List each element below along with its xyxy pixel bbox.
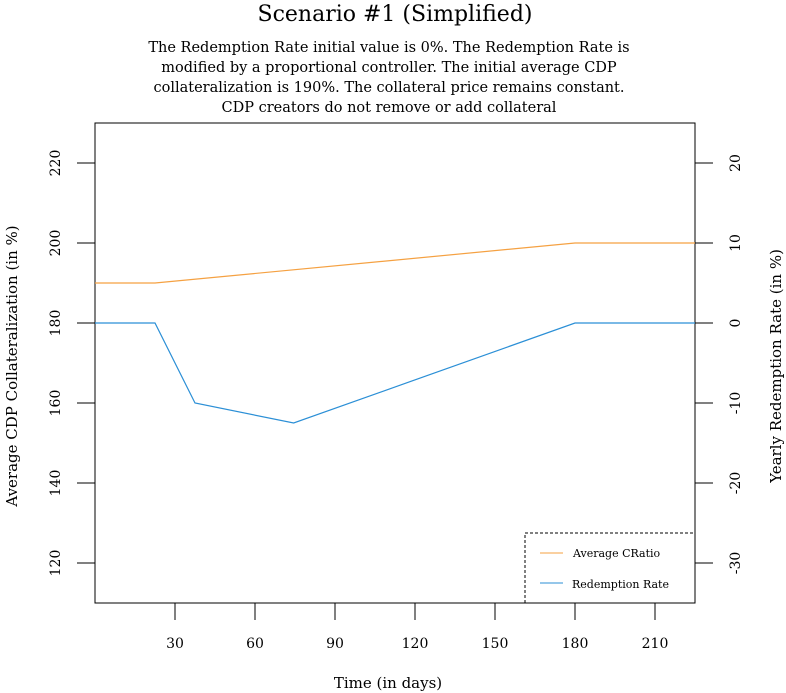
y-left-tick-label: 140	[48, 470, 64, 497]
y-right-tick-label: -10	[728, 392, 744, 415]
x-tick-label: 120	[402, 636, 429, 652]
y-right-tick-label: 20	[728, 154, 744, 172]
legend-label-redemption-rate: Redemption Rate	[572, 578, 669, 591]
y-axis-right: -30 -20 -10 0 10 20	[695, 154, 744, 574]
y-right-tick-label: -20	[728, 472, 744, 495]
series-layer	[95, 242, 695, 424]
x-tick-label: 150	[482, 636, 509, 652]
y-right-tick-label: 10	[728, 234, 744, 252]
subtitle-line: CDP creators do not remove or add collat…	[222, 100, 557, 116]
subtitle-line: The Redemption Rate initial value is 0%.…	[148, 40, 629, 56]
chart-subtitle: The Redemption Rate initial value is 0%.…	[148, 40, 629, 116]
y-axis-left-label: Average CDP Collateralization (in %)	[3, 225, 21, 507]
series-line-average-cratio	[95, 242, 695, 284]
y-axis-left: 120 140 160 180 200 220	[48, 150, 95, 577]
y-axis-right-label: Yearly Redemption Rate (in %)	[767, 249, 785, 484]
subtitle-line: collateralization is 190%. The collatera…	[154, 80, 625, 96]
x-tick-label: 180	[562, 636, 589, 652]
plot-frame	[94, 122, 696, 604]
subtitle-line: modified by a proportional controller. T…	[161, 60, 617, 76]
x-axis: 30 60 90 120 150 180 210	[166, 603, 668, 652]
chart-title: Scenario #1 (Simplified)	[258, 2, 533, 27]
y-right-tick-label: -30	[728, 552, 744, 575]
x-tick-label: 60	[246, 636, 264, 652]
series-line-redemption-rate	[95, 322, 695, 424]
y-left-tick-label: 180	[48, 310, 64, 337]
y-left-tick-label: 220	[48, 150, 64, 177]
legend-label-average-cratio: Average CRatio	[572, 547, 661, 560]
x-tick-label: 30	[166, 636, 184, 652]
x-axis-label: Time (in days)	[334, 674, 442, 692]
legend-frame	[524, 532, 695, 603]
y-left-tick-label: 200	[48, 230, 64, 257]
x-tick-label: 90	[326, 636, 344, 652]
legend: Average CRatio Redemption Rate	[524, 532, 695, 603]
y-left-tick-label: 120	[48, 550, 64, 577]
y-left-tick-label: 160	[48, 390, 64, 417]
y-right-tick-label: 0	[728, 319, 744, 328]
x-tick-label: 210	[642, 636, 669, 652]
